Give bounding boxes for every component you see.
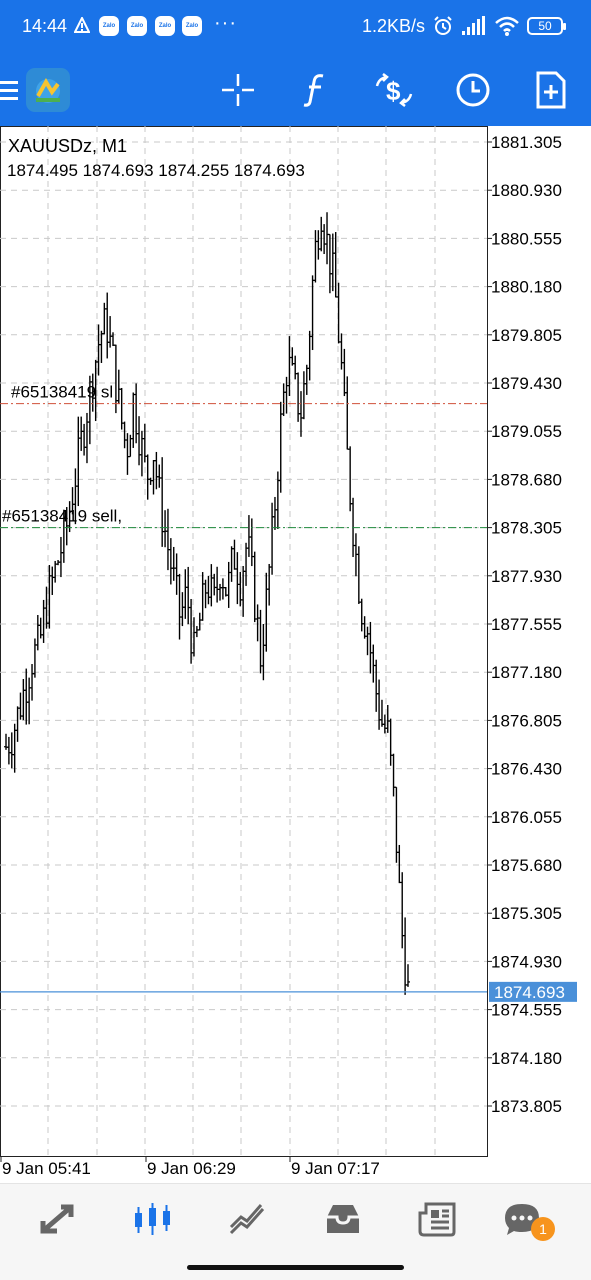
price-tick-label: 1876.430 <box>491 760 562 779</box>
quotes-icon <box>40 1204 74 1234</box>
price-tick-label: 1878.680 <box>491 470 562 489</box>
symbol-change-button[interactable]: $ <box>372 68 416 112</box>
network-speed: 1.2KB/s <box>362 16 426 36</box>
nav-messages[interactable] <box>498 1198 546 1240</box>
price-tick-label: 1877.180 <box>491 663 562 682</box>
more-notifications-icon: ··· <box>214 12 237 34</box>
time-tick-label: 9 Jan 05:41 <box>2 1159 91 1178</box>
home-indicator[interactable] <box>187 1265 404 1270</box>
status-bar: 14:44 Zalo Zalo Zalo Zalo ··· 1.2KB/s 50 <box>0 0 591 54</box>
svg-text:$: $ <box>386 76 401 106</box>
messages-icon <box>505 1204 539 1235</box>
menu-button[interactable] <box>0 68 30 112</box>
price-tick-label: 1880.555 <box>491 229 562 248</box>
stop-loss-label: #65138419 sl <box>11 383 113 402</box>
price-tick-label: 1874.930 <box>491 952 562 971</box>
app-logo-button[interactable] <box>26 68 70 112</box>
alarm-icon <box>434 16 452 35</box>
battery-indicator: 50 <box>527 17 566 35</box>
menu-icon <box>0 81 18 100</box>
price-tick-label: 1879.805 <box>491 326 562 345</box>
symbol-change-icon: $ <box>375 73 413 107</box>
gesture-bar <box>0 1253 591 1280</box>
wifi-icon <box>495 16 519 36</box>
crosshair-icon <box>222 74 254 106</box>
news-icon <box>418 1202 456 1237</box>
plot-frame <box>0 126 488 1157</box>
price-tick-label: 1879.055 <box>491 422 562 441</box>
price-tick-label: 1876.055 <box>491 808 562 827</box>
price-tick-label: 1880.180 <box>491 278 562 297</box>
sell-order-label: #65138419 sell, <box>2 507 122 526</box>
chart-symbol-title: XAUUSDz, M1 <box>8 136 128 156</box>
new-order-icon <box>536 71 566 109</box>
timeframe-icon <box>456 73 490 107</box>
signal-icon <box>462 16 485 35</box>
price-tick-label: 1880.930 <box>491 181 562 200</box>
price-tick-label: 1876.805 <box>491 711 562 730</box>
indicators-icon <box>303 74 324 107</box>
price-tick-label: 1874.180 <box>491 1049 562 1068</box>
warning-icon <box>74 17 90 33</box>
time-tick-label: 9 Jan 07:17 <box>291 1159 380 1178</box>
zalo-icon: Zalo <box>99 16 119 36</box>
trade-icon <box>229 1204 265 1235</box>
chart-icon <box>135 1203 170 1235</box>
indicators-button[interactable] <box>294 68 338 112</box>
crosshair-button[interactable] <box>216 68 260 112</box>
price-tick-label: 1875.305 <box>491 904 562 923</box>
history-icon <box>327 1205 359 1233</box>
messages-badge: 1 <box>531 1217 555 1241</box>
bottom-navigation <box>0 1183 591 1253</box>
price-tick-label: 1878.305 <box>491 519 562 538</box>
status-time: 14:44 <box>22 16 68 36</box>
nav-chart[interactable] <box>129 1198 177 1240</box>
nav-quotes[interactable] <box>34 1198 82 1240</box>
price-tick-label: 1873.805 <box>491 1097 562 1116</box>
zalo-icon: Zalo <box>127 16 147 36</box>
current-price-box <box>489 981 577 1002</box>
price-tick-label: 1877.555 <box>491 615 562 634</box>
timeframe-button[interactable] <box>451 68 495 112</box>
price-tick-label: 1874.555 <box>491 1001 562 1020</box>
nav-trade[interactable] <box>224 1198 272 1240</box>
current-price-label: 1874.693 <box>494 983 565 1002</box>
zalo-icon: Zalo <box>182 16 202 36</box>
new-order-button[interactable] <box>529 68 573 112</box>
price-chart[interactable]: 1881.305 1880.930 1880.555 1880.180 1879.805… <box>0 126 591 1183</box>
nav-news[interactable] <box>414 1198 462 1240</box>
zalo-icon: Zalo <box>155 16 175 36</box>
chart-toolbar: $ <box>0 54 591 126</box>
price-tick-label: 1879.430 <box>491 374 562 393</box>
chart-canvas[interactable]: 1881.305 1880.930 1880.555 1880.180 1879.805… <box>0 126 591 1183</box>
nav-history[interactable] <box>319 1198 367 1240</box>
price-tick-label: 1881.305 <box>491 133 562 152</box>
price-tick-label: 1875.680 <box>491 856 562 875</box>
chart-ohlc-values: 1874.495 1874.693 1874.255 1874.693 <box>7 161 305 180</box>
price-tick-label: 1877.930 <box>491 567 562 586</box>
time-tick-label: 9 Jan 06:29 <box>147 1159 236 1178</box>
app-logo <box>26 68 70 112</box>
